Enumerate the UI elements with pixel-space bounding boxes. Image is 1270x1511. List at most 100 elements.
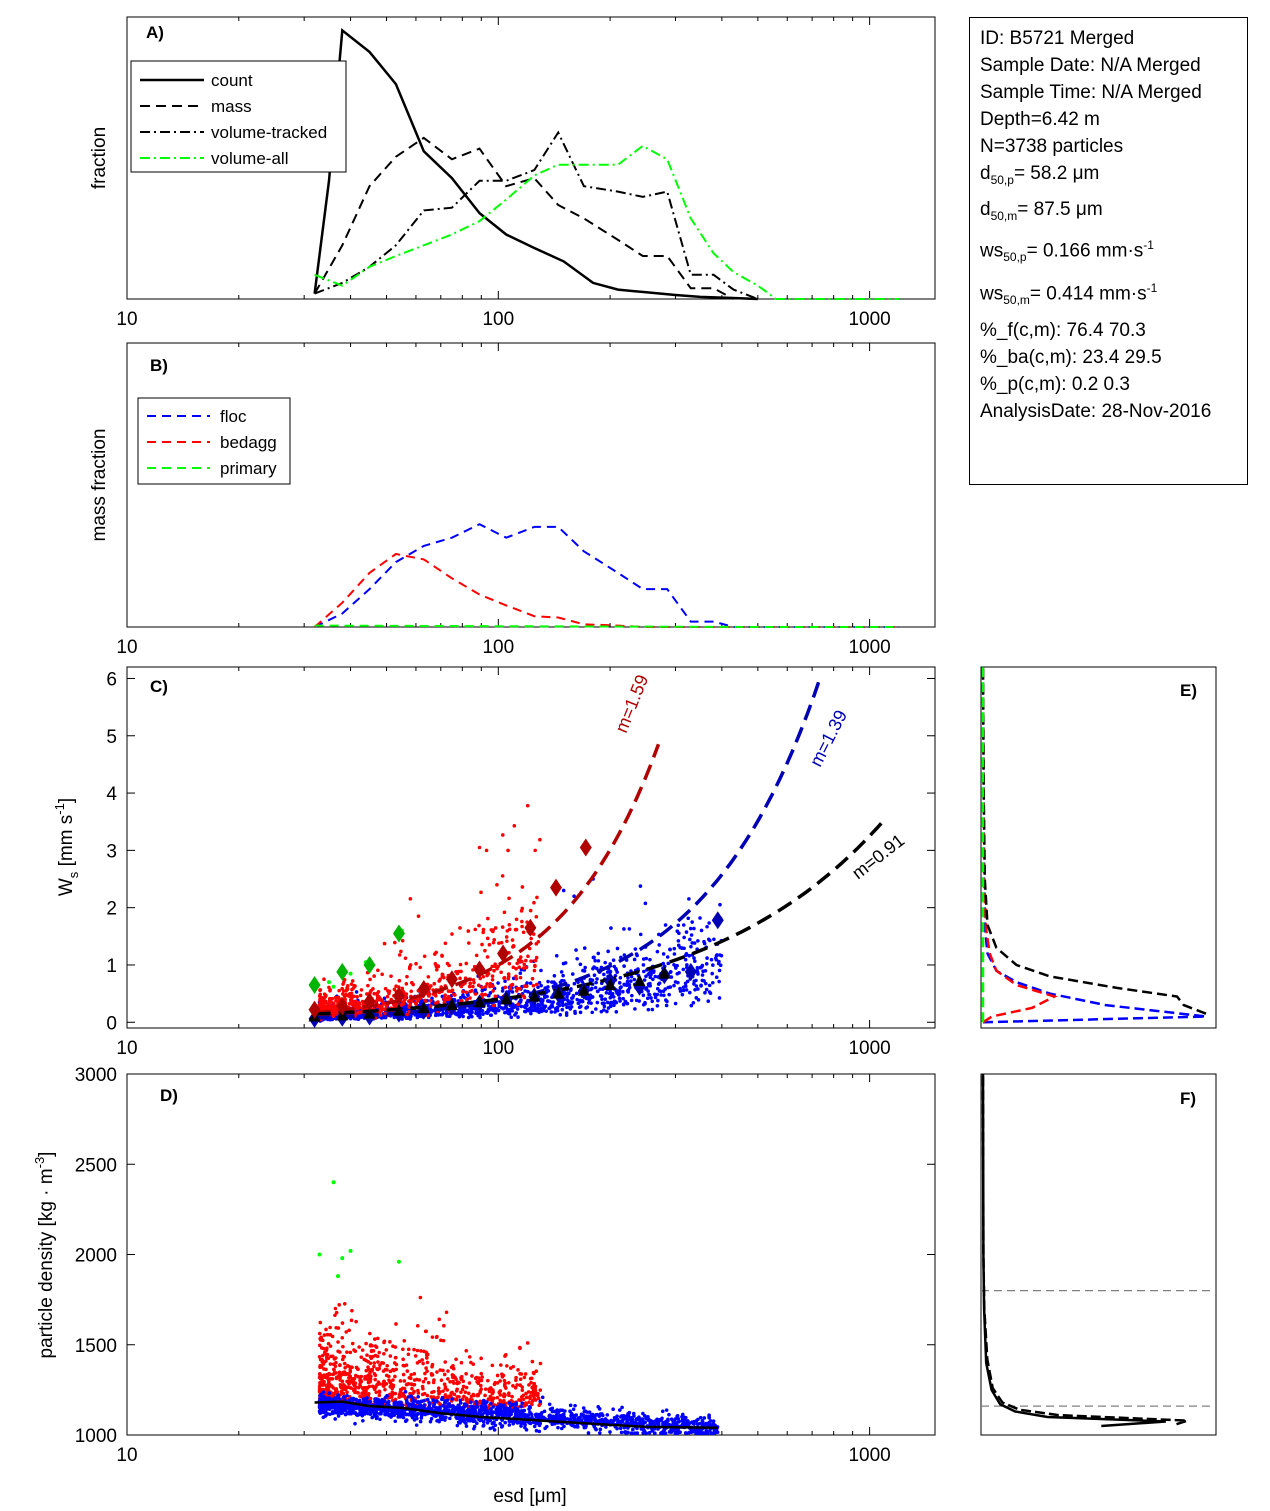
floc-point: [319, 1392, 323, 1397]
floc-point: [489, 1401, 493, 1406]
floc-point: [678, 989, 683, 993]
bedagg-point: [377, 1389, 382, 1394]
floc-point: [580, 999, 585, 1004]
bedagg-point: [472, 980, 476, 985]
floc-point: [510, 1409, 515, 1414]
bedagg-point: [402, 1386, 407, 1391]
bedagg-point: [422, 1349, 426, 1354]
info-d50m-val: = 87.5 μm: [1017, 199, 1103, 220]
floc-point: [705, 956, 709, 960]
legend-label-volume-tracked: volume-tracked: [211, 123, 327, 142]
bedagg-point: [488, 1386, 493, 1390]
floc-point: [320, 1408, 325, 1413]
bedagg-point: [520, 959, 524, 964]
bedagg-point: [401, 1357, 405, 1362]
bedagg-point: [450, 932, 454, 936]
bedagg-point: [483, 948, 487, 953]
floc-point: [469, 1400, 473, 1404]
bedagg-point: [397, 1395, 402, 1399]
bedagg-point: [530, 976, 535, 981]
bedagg-point: [326, 1341, 331, 1346]
bedagg-point: [406, 1352, 411, 1357]
floc-point: [671, 1419, 675, 1423]
bedagg-point: [488, 1394, 493, 1399]
bedagg-point: [495, 1395, 500, 1400]
floc-point: [686, 916, 691, 921]
floc-point: [618, 1408, 622, 1412]
bedagg-point: [503, 1384, 507, 1388]
floc-point: [571, 1407, 576, 1412]
bedagg-point: [487, 1389, 492, 1394]
floc-point: [473, 1405, 478, 1410]
panel-b-frame: [126, 342, 936, 628]
bedagg-point: [346, 1364, 350, 1368]
bedagg-point: [406, 1347, 411, 1352]
panel-c-markers: [308, 838, 724, 1028]
floc-point: [676, 980, 680, 985]
bedagg-point: [372, 1364, 376, 1369]
floc-point: [581, 1406, 586, 1410]
floc-point: [641, 993, 646, 998]
floc-point: [680, 992, 685, 997]
bedagg-point: [464, 990, 469, 995]
bedagg-point: [329, 1376, 333, 1381]
floc-point: [689, 933, 694, 937]
bedagg-point: [479, 1371, 484, 1376]
floc-point: [387, 1413, 391, 1418]
floc-point: [415, 1400, 420, 1405]
bedagg-point: [421, 1379, 426, 1384]
bedagg-point: [325, 1332, 330, 1337]
floc-point: [688, 926, 693, 931]
bedagg-point: [385, 1367, 389, 1372]
primary-mean-diamond: [308, 976, 321, 995]
bedagg-point: [320, 1338, 325, 1343]
floc-point: [599, 994, 604, 999]
x-tick-label: 1000: [848, 1038, 890, 1059]
bedagg-point: [400, 986, 405, 991]
floc-point: [710, 971, 714, 976]
floc-point: [529, 1007, 533, 1012]
floc-point: [437, 1419, 441, 1424]
floc-point: [638, 884, 643, 888]
bedagg-point: [380, 972, 384, 977]
floc-point: [497, 1002, 501, 1006]
series-density-b: [981, 1073, 1188, 1426]
bedagg-point: [510, 938, 515, 942]
floc-point: [568, 1409, 572, 1413]
bedagg-point: [447, 963, 451, 968]
bedagg-point: [458, 976, 462, 981]
bedagg-point: [480, 1375, 484, 1379]
floc-point: [592, 973, 597, 977]
floc-point: [649, 996, 653, 1000]
floc-point: [470, 1014, 474, 1019]
bedagg-point: [512, 824, 517, 828]
floc-point: [695, 965, 700, 970]
floc-point: [550, 1409, 555, 1414]
floc-point: [528, 981, 533, 985]
bedagg-point: [425, 1369, 429, 1373]
bedagg-point: [528, 1376, 533, 1381]
floc-point: [673, 1001, 678, 1006]
panel-b-ylabel: mass fraction: [89, 429, 110, 542]
floc-point: [460, 1405, 465, 1410]
bedagg-point: [430, 1364, 434, 1369]
floc-point: [689, 1003, 694, 1008]
floc-point: [327, 1391, 332, 1395]
bedagg-point: [351, 1000, 356, 1004]
floc-point: [319, 1396, 324, 1400]
bedagg-mean-diamond: [363, 992, 376, 1011]
floc-point: [690, 941, 695, 945]
floc-point: [617, 996, 622, 1001]
bedagg-point: [362, 1394, 366, 1398]
floc-point: [507, 1406, 512, 1411]
primary-point: [335, 1274, 340, 1279]
bedagg-point: [352, 1348, 356, 1352]
floc-point: [403, 1390, 408, 1394]
floc-point: [507, 1423, 512, 1427]
floc-point: [638, 932, 643, 937]
floc-point: [427, 1402, 432, 1407]
bedagg-point: [449, 1391, 454, 1396]
bedagg-point: [349, 982, 354, 986]
bedagg-point: [429, 1373, 434, 1377]
floc-point: [672, 983, 676, 988]
